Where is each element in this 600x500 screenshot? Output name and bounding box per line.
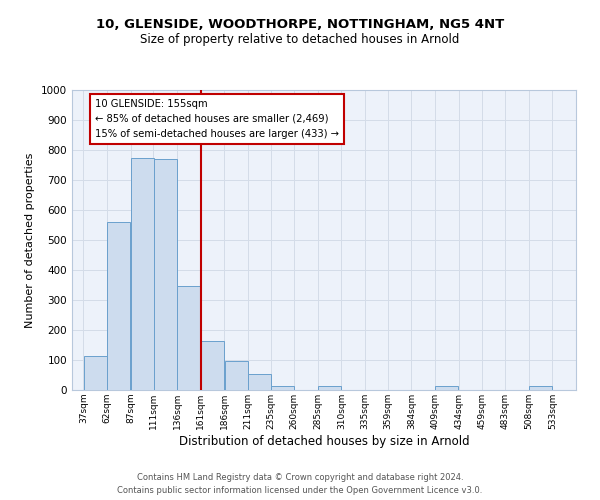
Y-axis label: Number of detached properties: Number of detached properties xyxy=(25,152,35,328)
Bar xyxy=(318,386,341,390)
Text: 10 GLENSIDE: 155sqm
← 85% of detached houses are smaller (2,469)
15% of semi-det: 10 GLENSIDE: 155sqm ← 85% of detached ho… xyxy=(95,99,339,138)
Text: Size of property relative to detached houses in Arnold: Size of property relative to detached ho… xyxy=(140,32,460,46)
Bar xyxy=(529,386,552,390)
Bar xyxy=(201,340,224,390)
Text: Contains HM Land Registry data © Crown copyright and database right 2024.
Contai: Contains HM Land Registry data © Crown c… xyxy=(118,473,482,495)
Bar xyxy=(224,361,248,390)
Bar xyxy=(84,356,107,390)
X-axis label: Distribution of detached houses by size in Arnold: Distribution of detached houses by size … xyxy=(179,434,469,448)
Bar xyxy=(436,386,458,390)
Bar xyxy=(131,158,154,390)
Bar xyxy=(271,386,294,390)
Bar xyxy=(248,374,271,390)
Bar xyxy=(178,286,200,390)
Bar xyxy=(107,222,130,390)
Text: 10, GLENSIDE, WOODTHORPE, NOTTINGHAM, NG5 4NT: 10, GLENSIDE, WOODTHORPE, NOTTINGHAM, NG… xyxy=(96,18,504,30)
Bar xyxy=(154,159,176,390)
